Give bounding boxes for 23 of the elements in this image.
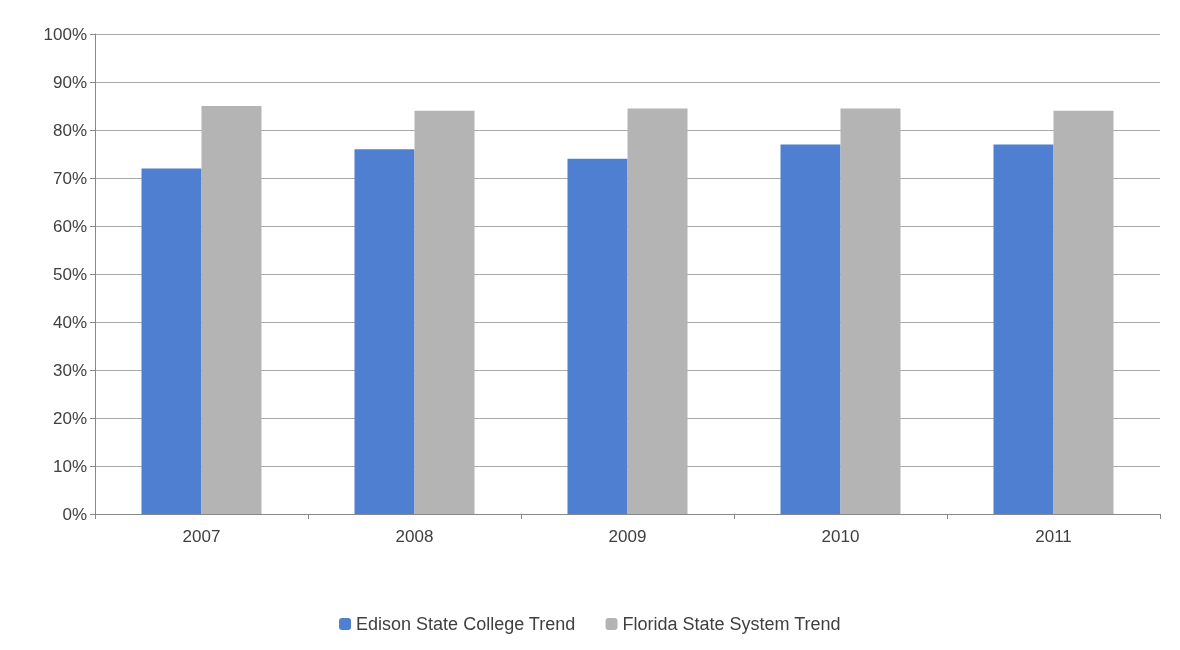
y-tick-label: 0% <box>62 504 87 524</box>
x-tick-label: 2011 <box>1035 527 1072 546</box>
y-tick-label: 80% <box>52 120 87 140</box>
bar <box>780 144 841 514</box>
y-tick-label: 30% <box>52 360 87 380</box>
x-tick-label: 2007 <box>182 527 221 546</box>
y-tick-label: 40% <box>52 312 87 332</box>
legend-label: Florida State System Trend <box>622 614 841 634</box>
y-tick-label: 50% <box>52 264 87 284</box>
bar <box>141 168 202 514</box>
x-tick-label: 2009 <box>608 527 647 546</box>
y-tick-label: 70% <box>52 168 87 188</box>
y-tick-label: 20% <box>52 408 87 428</box>
bar <box>354 149 415 514</box>
bar <box>993 144 1054 514</box>
x-tick-label: 2010 <box>821 527 860 546</box>
legend-label: Edison State College Trend <box>356 614 576 634</box>
x-tick-label: 2008 <box>395 527 434 546</box>
y-tick-label: 10% <box>52 456 87 476</box>
y-tick-label: 100% <box>43 24 87 44</box>
y-tick-label: 60% <box>52 216 87 236</box>
bar <box>567 158 628 514</box>
y-tick-label: 90% <box>52 72 87 92</box>
